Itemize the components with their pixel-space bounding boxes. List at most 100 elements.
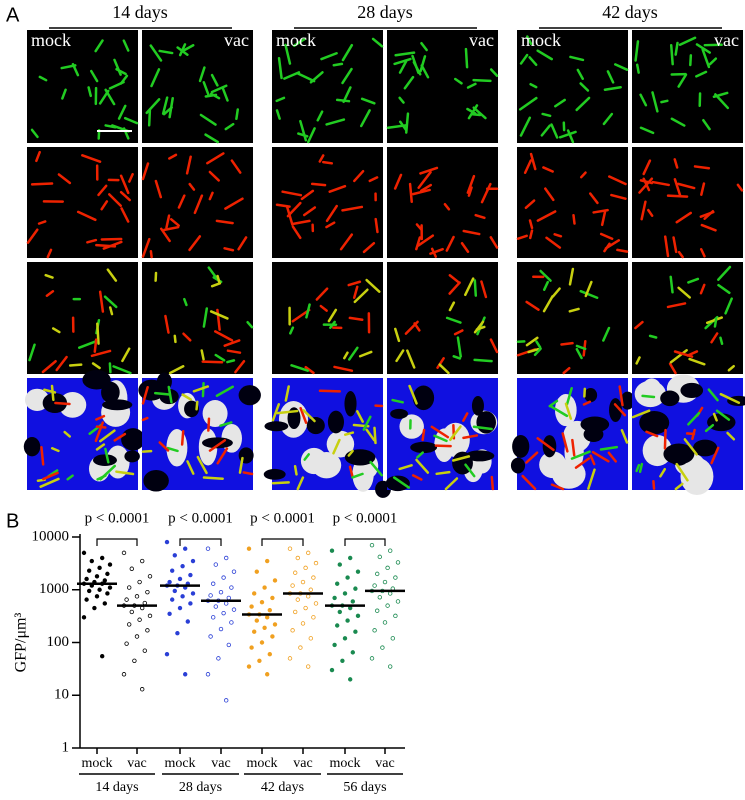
data-point: [231, 607, 237, 612]
bacterium: [673, 158, 679, 169]
bacterium: [464, 277, 475, 297]
bacterium: [710, 332, 719, 344]
bacterium: [434, 444, 452, 448]
bacterium: [348, 316, 364, 322]
bacterium: [42, 471, 59, 481]
bacterium: [173, 334, 177, 344]
bacterium: [403, 75, 415, 90]
bacterium: [319, 304, 328, 312]
bacterium: [639, 93, 648, 107]
data-point: [393, 575, 398, 580]
data-point: [129, 609, 134, 615]
bacterium: [94, 39, 104, 53]
bacterium: [454, 77, 463, 85]
bacterium: [677, 73, 688, 88]
bacterium: [420, 64, 430, 79]
bacterium: [113, 432, 127, 442]
y-tick-label: 10: [54, 687, 69, 703]
bacterium: [50, 447, 60, 453]
bacterium: [638, 177, 654, 194]
data-point: [147, 574, 153, 579]
bacterium: [196, 455, 208, 475]
bacterium: [600, 210, 607, 227]
bacterium: [198, 66, 206, 83]
data-point: [84, 597, 89, 602]
dark-region: [102, 399, 133, 411]
bacterium: [558, 130, 577, 139]
bacterium: [448, 281, 461, 295]
bacterium: [412, 60, 422, 76]
bacterium: [648, 334, 658, 339]
bacterium: [719, 392, 741, 404]
bacterium: [242, 471, 254, 476]
bacterium: [325, 221, 336, 229]
bacterium: [393, 57, 412, 66]
data-point: [267, 607, 272, 613]
bacterium: [104, 447, 110, 464]
bacterium: [542, 295, 554, 313]
bacterium: [168, 96, 174, 119]
bacterium: [392, 476, 411, 489]
bacterium: [528, 229, 534, 240]
dark-region: [93, 454, 117, 466]
data-point: [139, 687, 145, 692]
bacterium: [542, 280, 549, 291]
vac-label: vac: [469, 30, 494, 50]
bacterium: [284, 43, 292, 65]
data-point: [270, 595, 275, 601]
bacterium: [344, 431, 355, 436]
bacterium: [472, 106, 487, 120]
bacterium: [292, 38, 306, 47]
bacterium: [704, 423, 715, 433]
bacterium: [713, 317, 718, 328]
bacterium: [569, 55, 585, 62]
bacterium: [429, 247, 444, 255]
bacterium: [90, 349, 112, 358]
bacterium: [356, 410, 364, 423]
bacterium: [351, 472, 364, 479]
bacterium: [616, 248, 629, 253]
bacterium: [347, 449, 354, 457]
bacterium: [320, 51, 338, 61]
bacterium: [614, 63, 629, 71]
y-tick-label: 1: [62, 739, 70, 755]
bacterium: [200, 349, 205, 361]
x-tick-label: mock: [81, 756, 112, 771]
bacterium: [195, 400, 199, 411]
bacterium: [693, 165, 711, 170]
bacterium: [647, 208, 654, 217]
bacterium: [296, 72, 316, 83]
vac-label: vac: [224, 30, 249, 50]
bacterium: [516, 234, 528, 240]
bacterium: [183, 44, 195, 52]
bacterium: [525, 300, 540, 311]
bacterium: [128, 172, 134, 183]
bacterium: [525, 451, 539, 464]
data-point: [124, 597, 129, 602]
bacterium: [95, 243, 117, 248]
data-point: [172, 588, 177, 594]
data-point: [180, 563, 185, 569]
data-point: [377, 554, 382, 560]
bacterium: [168, 365, 185, 375]
bacterium: [106, 268, 118, 282]
data-point: [145, 628, 150, 633]
data-point: [298, 645, 303, 650]
bacterium: [181, 393, 192, 401]
bacterium: [95, 414, 106, 421]
bacterium: [183, 297, 188, 307]
dark-region: [609, 398, 622, 423]
bacterium: [97, 184, 108, 197]
bacterium: [98, 89, 110, 105]
data-point: [259, 640, 265, 645]
data-point: [262, 585, 267, 590]
bacterium: [180, 430, 185, 446]
bacterium: [467, 186, 473, 197]
bacterium: [574, 457, 591, 469]
data-point: [126, 622, 132, 627]
bacterium: [335, 98, 351, 103]
bacterium: [489, 236, 499, 249]
data-point: [303, 565, 308, 571]
bacterium: [536, 437, 555, 452]
data-point: [167, 611, 172, 617]
